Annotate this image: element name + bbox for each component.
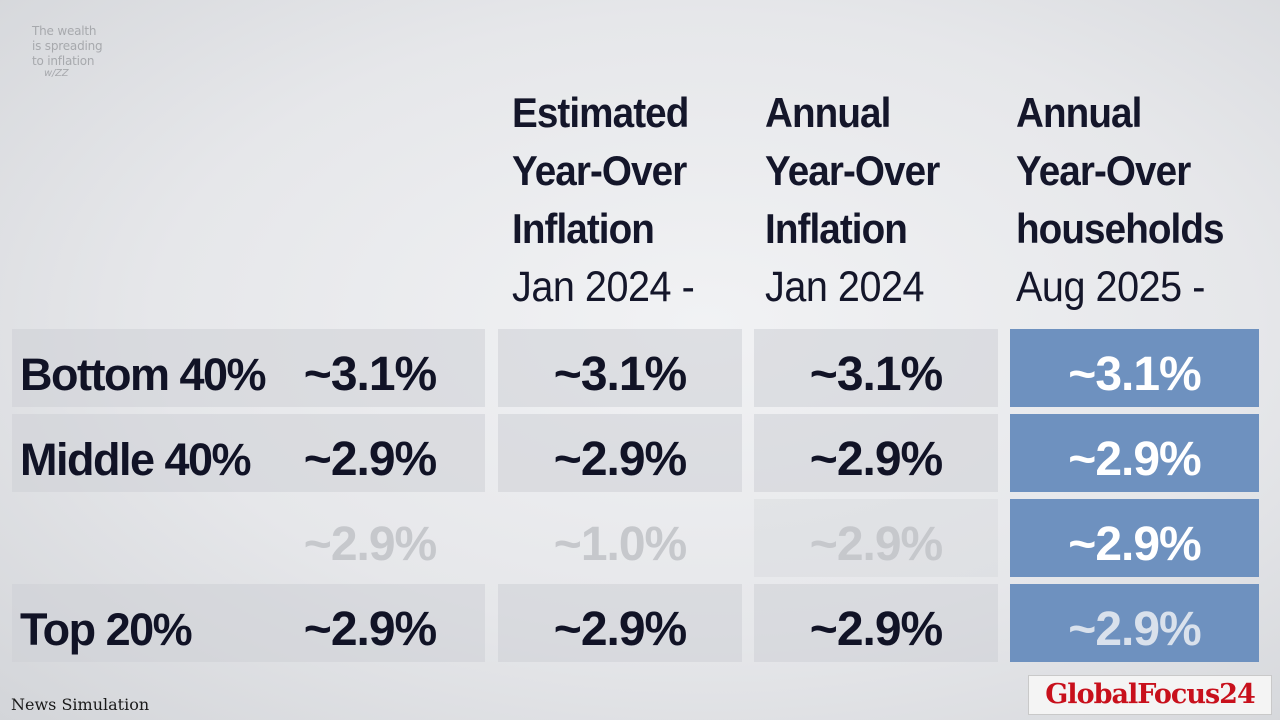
row-bg-label <box>12 329 485 407</box>
cell-value-highlight: ~2.9% <box>1068 518 1201 571</box>
row-label: Bottom 40% <box>20 349 267 400</box>
cell-bg-highlight <box>1010 499 1259 577</box>
header-line: households <box>1016 205 1225 252</box>
cell-bg-highlight <box>1010 414 1259 492</box>
header-date: Aug 2025 - <box>1016 263 1205 311</box>
cell-value: ~1.0% <box>553 518 687 571</box>
cell-value: ~3.1% <box>553 348 687 401</box>
row-value: ~2.9% <box>303 433 437 486</box>
cell-bg <box>754 499 998 577</box>
row-value: ~2.9% <box>303 518 437 571</box>
row-label: Top 20% <box>20 604 193 655</box>
cell-value: ~2.9% <box>809 518 943 571</box>
cell-bg <box>754 329 998 407</box>
header-date: Jan 2024 <box>765 263 925 311</box>
cell-value: ~2.9% <box>809 433 943 486</box>
cell-value: ~2.9% <box>809 603 943 656</box>
cell-value-highlight: ~3.1% <box>1068 348 1201 401</box>
watermark-text: The wealth is spreading to inflation w/Z… <box>32 24 132 79</box>
footer-label: News Simulation <box>11 695 150 714</box>
cell-value: ~3.1% <box>809 348 943 401</box>
column-header-annual: Annual Year-Over Inflation Jan 2024 <box>765 84 1015 316</box>
watermark-line: to inflation <box>32 54 95 68</box>
cell-value-highlight: ~2.9% <box>1068 603 1201 656</box>
header-line: Inflation <box>765 205 908 252</box>
cell-bg <box>754 414 998 492</box>
cell-bg-highlight <box>1010 329 1259 407</box>
cell-bg <box>498 584 742 662</box>
cell-value-highlight: ~2.9% <box>1068 433 1201 486</box>
row-label: Middle 40% <box>20 434 252 485</box>
column-header-households: Annual Year-Over households Aug 2025 - <box>1016 84 1266 316</box>
cell-value: ~2.9% <box>553 433 687 486</box>
brand-logo: GlobalFocus24 <box>1028 675 1272 715</box>
watermark-signature: w/ZZ <box>44 68 69 79</box>
row-bg-label <box>12 414 485 492</box>
header-date: Jan 2024 - <box>512 263 695 311</box>
column-header-estimated: Estimated Year-Over Inflation Jan 2024 - <box>512 84 762 316</box>
row-value: ~2.9% <box>303 603 437 656</box>
cell-bg <box>498 414 742 492</box>
header-line: Inflation <box>512 205 655 252</box>
watermark-line: The wealth <box>32 24 97 38</box>
watermark-line: is spreading <box>32 39 103 53</box>
header-line: Annual <box>1016 89 1142 136</box>
row-bg-label <box>12 584 485 662</box>
header-line: Annual <box>765 89 891 136</box>
cell-value: ~2.9% <box>553 603 687 656</box>
header-line: Estimated <box>512 89 689 136</box>
header-line: Year-Over <box>765 147 940 194</box>
cell-bg-highlight <box>1010 584 1259 662</box>
cell-bg <box>498 329 742 407</box>
header-line: Year-Over <box>1016 147 1191 194</box>
header-line: Year-Over <box>512 147 687 194</box>
row-value: ~3.1% <box>303 348 437 401</box>
cell-bg <box>754 584 998 662</box>
